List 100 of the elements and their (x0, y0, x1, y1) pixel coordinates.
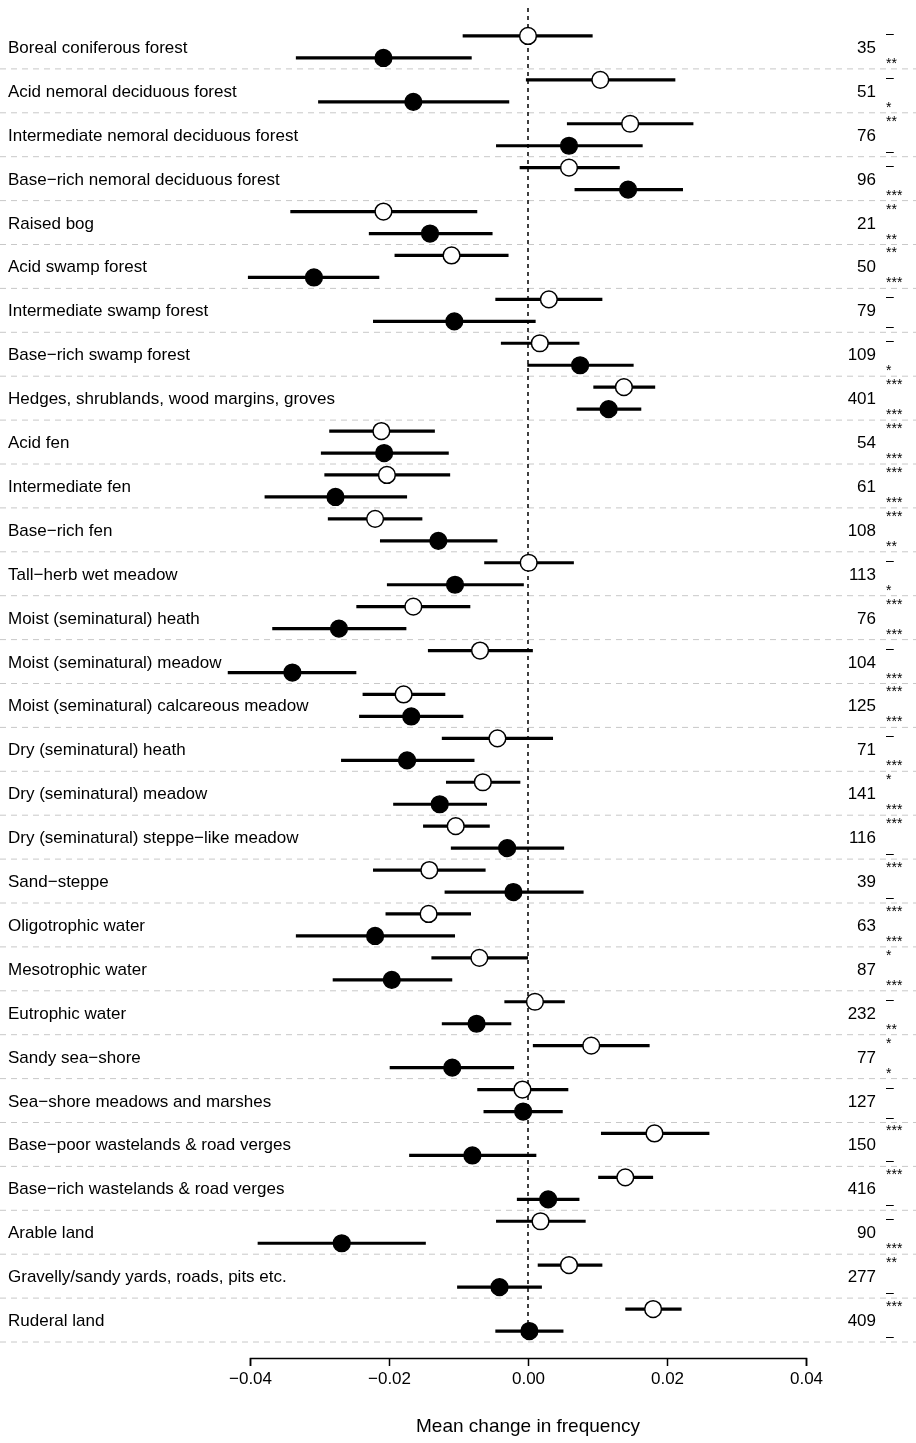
y-tick-label: Intermediate swamp forest (8, 301, 209, 321)
y2-tick-label: 116 (848, 828, 876, 848)
text: *** (886, 376, 903, 393)
x-tick-label: −0.02 (367, 1369, 412, 1389)
text: *** (886, 406, 903, 423)
y-tick-label: Acid nemoral deciduous forest (8, 81, 237, 101)
text: ** (886, 1020, 898, 1037)
y2-tick-label: 104 (847, 652, 876, 672)
text: – (886, 639, 894, 656)
text: * (886, 1064, 892, 1081)
y-tick-label: Hedges, shrublands, wood margins, groves (8, 389, 335, 409)
y2-tick-label: 35 (857, 37, 876, 57)
text: *** (886, 274, 903, 291)
y2-tick-label: 277 (847, 1267, 876, 1287)
text: *** (886, 976, 903, 993)
text: – (886, 68, 894, 85)
text: *** (886, 815, 903, 832)
text: * (886, 946, 892, 963)
y2-tick-label: 77 (857, 1047, 876, 1067)
text: – (886, 1328, 894, 1345)
text: – (886, 318, 894, 335)
text: – (886, 288, 894, 305)
text: – (886, 1152, 894, 1169)
y2-tick-label: 61 (857, 476, 876, 496)
y-tick-label: Base−rich wastelands & road verges (8, 1179, 285, 1199)
text: – (886, 1284, 894, 1301)
text: *** (886, 493, 903, 510)
text: – (886, 24, 894, 41)
text: *** (886, 625, 903, 642)
text: – (886, 332, 894, 349)
text: * (886, 362, 892, 379)
y2-tick-label: 232 (847, 1003, 876, 1023)
text: – (886, 1078, 894, 1095)
text: – (886, 727, 894, 744)
text: – (886, 990, 894, 1007)
y-tick-label: Dry (seminatural) steppe−like meadow (8, 828, 300, 848)
text: *** (886, 595, 903, 612)
text: *** (886, 1240, 903, 1257)
y-tick-label: Boreal coniferous forest (8, 37, 188, 57)
text: ** (886, 1254, 898, 1271)
y-tick-label: Ruderal land (8, 1311, 105, 1331)
text: *** (886, 507, 903, 524)
y-tick-label: Moist (seminatural) meadow (8, 652, 223, 672)
y-tick-label: Intermediate fen (8, 476, 131, 496)
y2-tick-label: 50 (857, 257, 876, 277)
y2-tick-label: 113 (848, 564, 876, 584)
y-tick-label: Dry (seminatural) heath (8, 740, 186, 760)
y-tick-label: Oligotrophic water (8, 915, 146, 935)
text: * (886, 771, 892, 788)
text: * (886, 98, 892, 115)
text: *** (886, 186, 903, 203)
y2-tick-label: 96 (857, 169, 876, 189)
text: – (886, 142, 894, 159)
text: ** (886, 112, 898, 129)
x-tick-label: 0.02 (650, 1369, 685, 1389)
y2-tick-label: 90 (857, 1223, 876, 1243)
y-tick-label: Arable land (8, 1223, 95, 1243)
y-tick-label: Intermediate nemoral deciduous forest (8, 125, 299, 145)
y-tick-label: Moist (seminatural) heath (8, 608, 200, 628)
y2-tick-label: 125 (847, 696, 876, 716)
text: – (886, 1196, 894, 1213)
text: ** (886, 200, 898, 217)
text: *** (886, 859, 903, 876)
y-tick-label: Sand−steppe (8, 872, 109, 892)
y-tick-label: Acid fen (8, 433, 70, 453)
text: *** (886, 1166, 903, 1183)
y2-tick-label: 76 (857, 125, 876, 145)
y2-tick-label: 141 (847, 784, 876, 804)
y2-tick-label: 127 (847, 1091, 876, 1111)
text: ** (886, 537, 898, 554)
y2-tick-label: 39 (857, 872, 876, 892)
text: * (886, 581, 892, 598)
x-tick-label: 0.04 (789, 1369, 824, 1389)
text: *** (886, 713, 903, 730)
y-tick-label: Tall−herb wet meadow (8, 564, 179, 584)
text: ** (886, 244, 898, 261)
text: * (886, 1034, 892, 1051)
y2-tick-label: 87 (857, 959, 876, 979)
y-tick-label: Acid swamp forest (8, 257, 148, 277)
y-tick-label: Base−rich fen (8, 520, 113, 540)
text: ** (886, 230, 898, 247)
y2-tick-label: 416 (847, 1179, 876, 1199)
y2-tick-label: 71 (857, 740, 876, 760)
y-tick-label: Raised bog (8, 213, 95, 233)
text: – (886, 551, 894, 568)
text: *** (886, 669, 903, 686)
y2-tick-label: 21 (857, 213, 876, 233)
text: *** (886, 1122, 903, 1139)
y2-tick-label: 79 (857, 301, 876, 321)
y-tick-label: Sandy sea−shore (8, 1047, 141, 1067)
y2-tick-label: 63 (857, 915, 876, 935)
text: *** (886, 683, 903, 700)
text: *** (886, 932, 903, 949)
text: – (886, 1108, 894, 1125)
text: ** (886, 54, 898, 71)
y-tick-label: Mesotrophic water (8, 959, 148, 979)
y-tick-label: Sea−shore meadows and marshes (8, 1091, 272, 1111)
text: *** (886, 420, 903, 437)
y2-tick-label: 109 (847, 345, 876, 365)
x-tick-label: 0.00 (511, 1369, 546, 1389)
